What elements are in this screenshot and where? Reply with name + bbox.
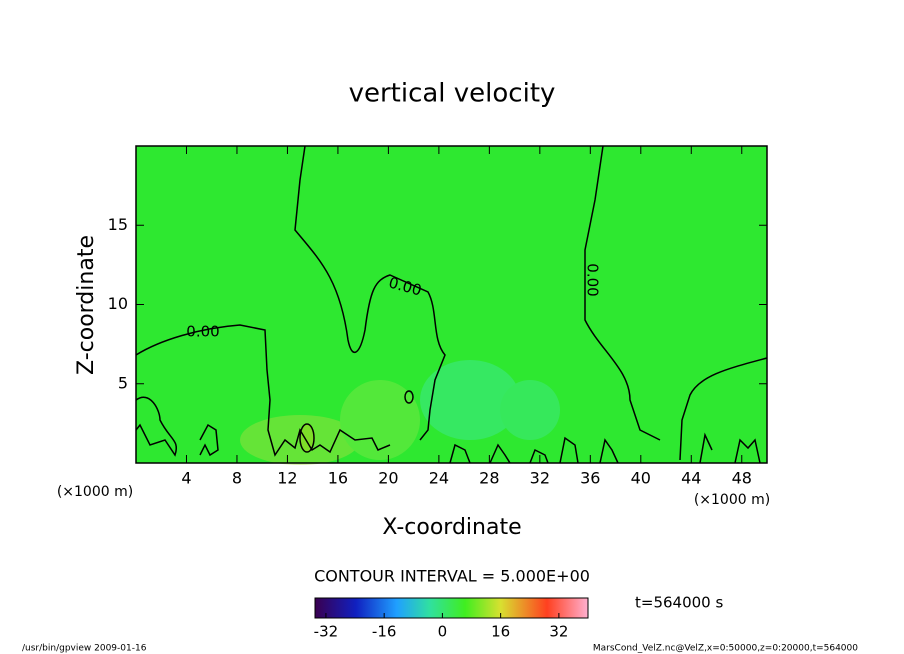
x-tick-label: 44 (681, 469, 701, 488)
time-label: t=564000 s (635, 594, 723, 612)
colorbar-tick-label: -32 (314, 623, 339, 641)
y-tick-label: 15 (108, 215, 128, 234)
chart-title: vertical velocity (349, 79, 556, 109)
x-unit-label: (×1000 m) (57, 484, 133, 500)
contour-label: 0.00 (186, 323, 219, 341)
x-tick-label: 20 (378, 469, 398, 488)
x-tick-label: 40 (631, 469, 651, 488)
colorbar-tick-label: 16 (491, 623, 510, 641)
footer-right: MarsCond_VelZ.nc@VelZ,x=0:50000,z=0:2000… (593, 644, 858, 654)
x-axis-label: X-coordinate (382, 515, 521, 540)
colorbar (314, 597, 589, 619)
x-tick-label: 32 (530, 469, 550, 488)
x-tick-label: 8 (232, 469, 242, 488)
x-tick-label: 16 (328, 469, 348, 488)
x-tick-label: 4 (181, 469, 191, 488)
contour-lines (135, 145, 768, 464)
field (136, 146, 767, 463)
colorbar-tick-label: 0 (438, 623, 448, 641)
x-tick-label: 36 (580, 469, 600, 488)
y-axis-label: Z-coordinate (74, 235, 99, 375)
x-tick-label: 48 (732, 469, 752, 488)
contour-interval: CONTOUR INTERVAL = 5.000E+00 (314, 567, 590, 586)
colorbar-tick-label: -16 (372, 623, 397, 641)
y-tick-label: 10 (108, 294, 128, 313)
colorbar-tick-label: 32 (549, 623, 568, 641)
y-tick-label: 5 (118, 373, 128, 392)
x-tick-label: 24 (429, 469, 449, 488)
contour-label: 0.00 (584, 263, 602, 296)
footer-left: /usr/bin/gpview 2009-01-16 (22, 644, 147, 654)
x-unit-label: (×1000 m) (694, 492, 770, 508)
x-tick-label: 12 (277, 469, 297, 488)
x-tick-label: 28 (479, 469, 499, 488)
